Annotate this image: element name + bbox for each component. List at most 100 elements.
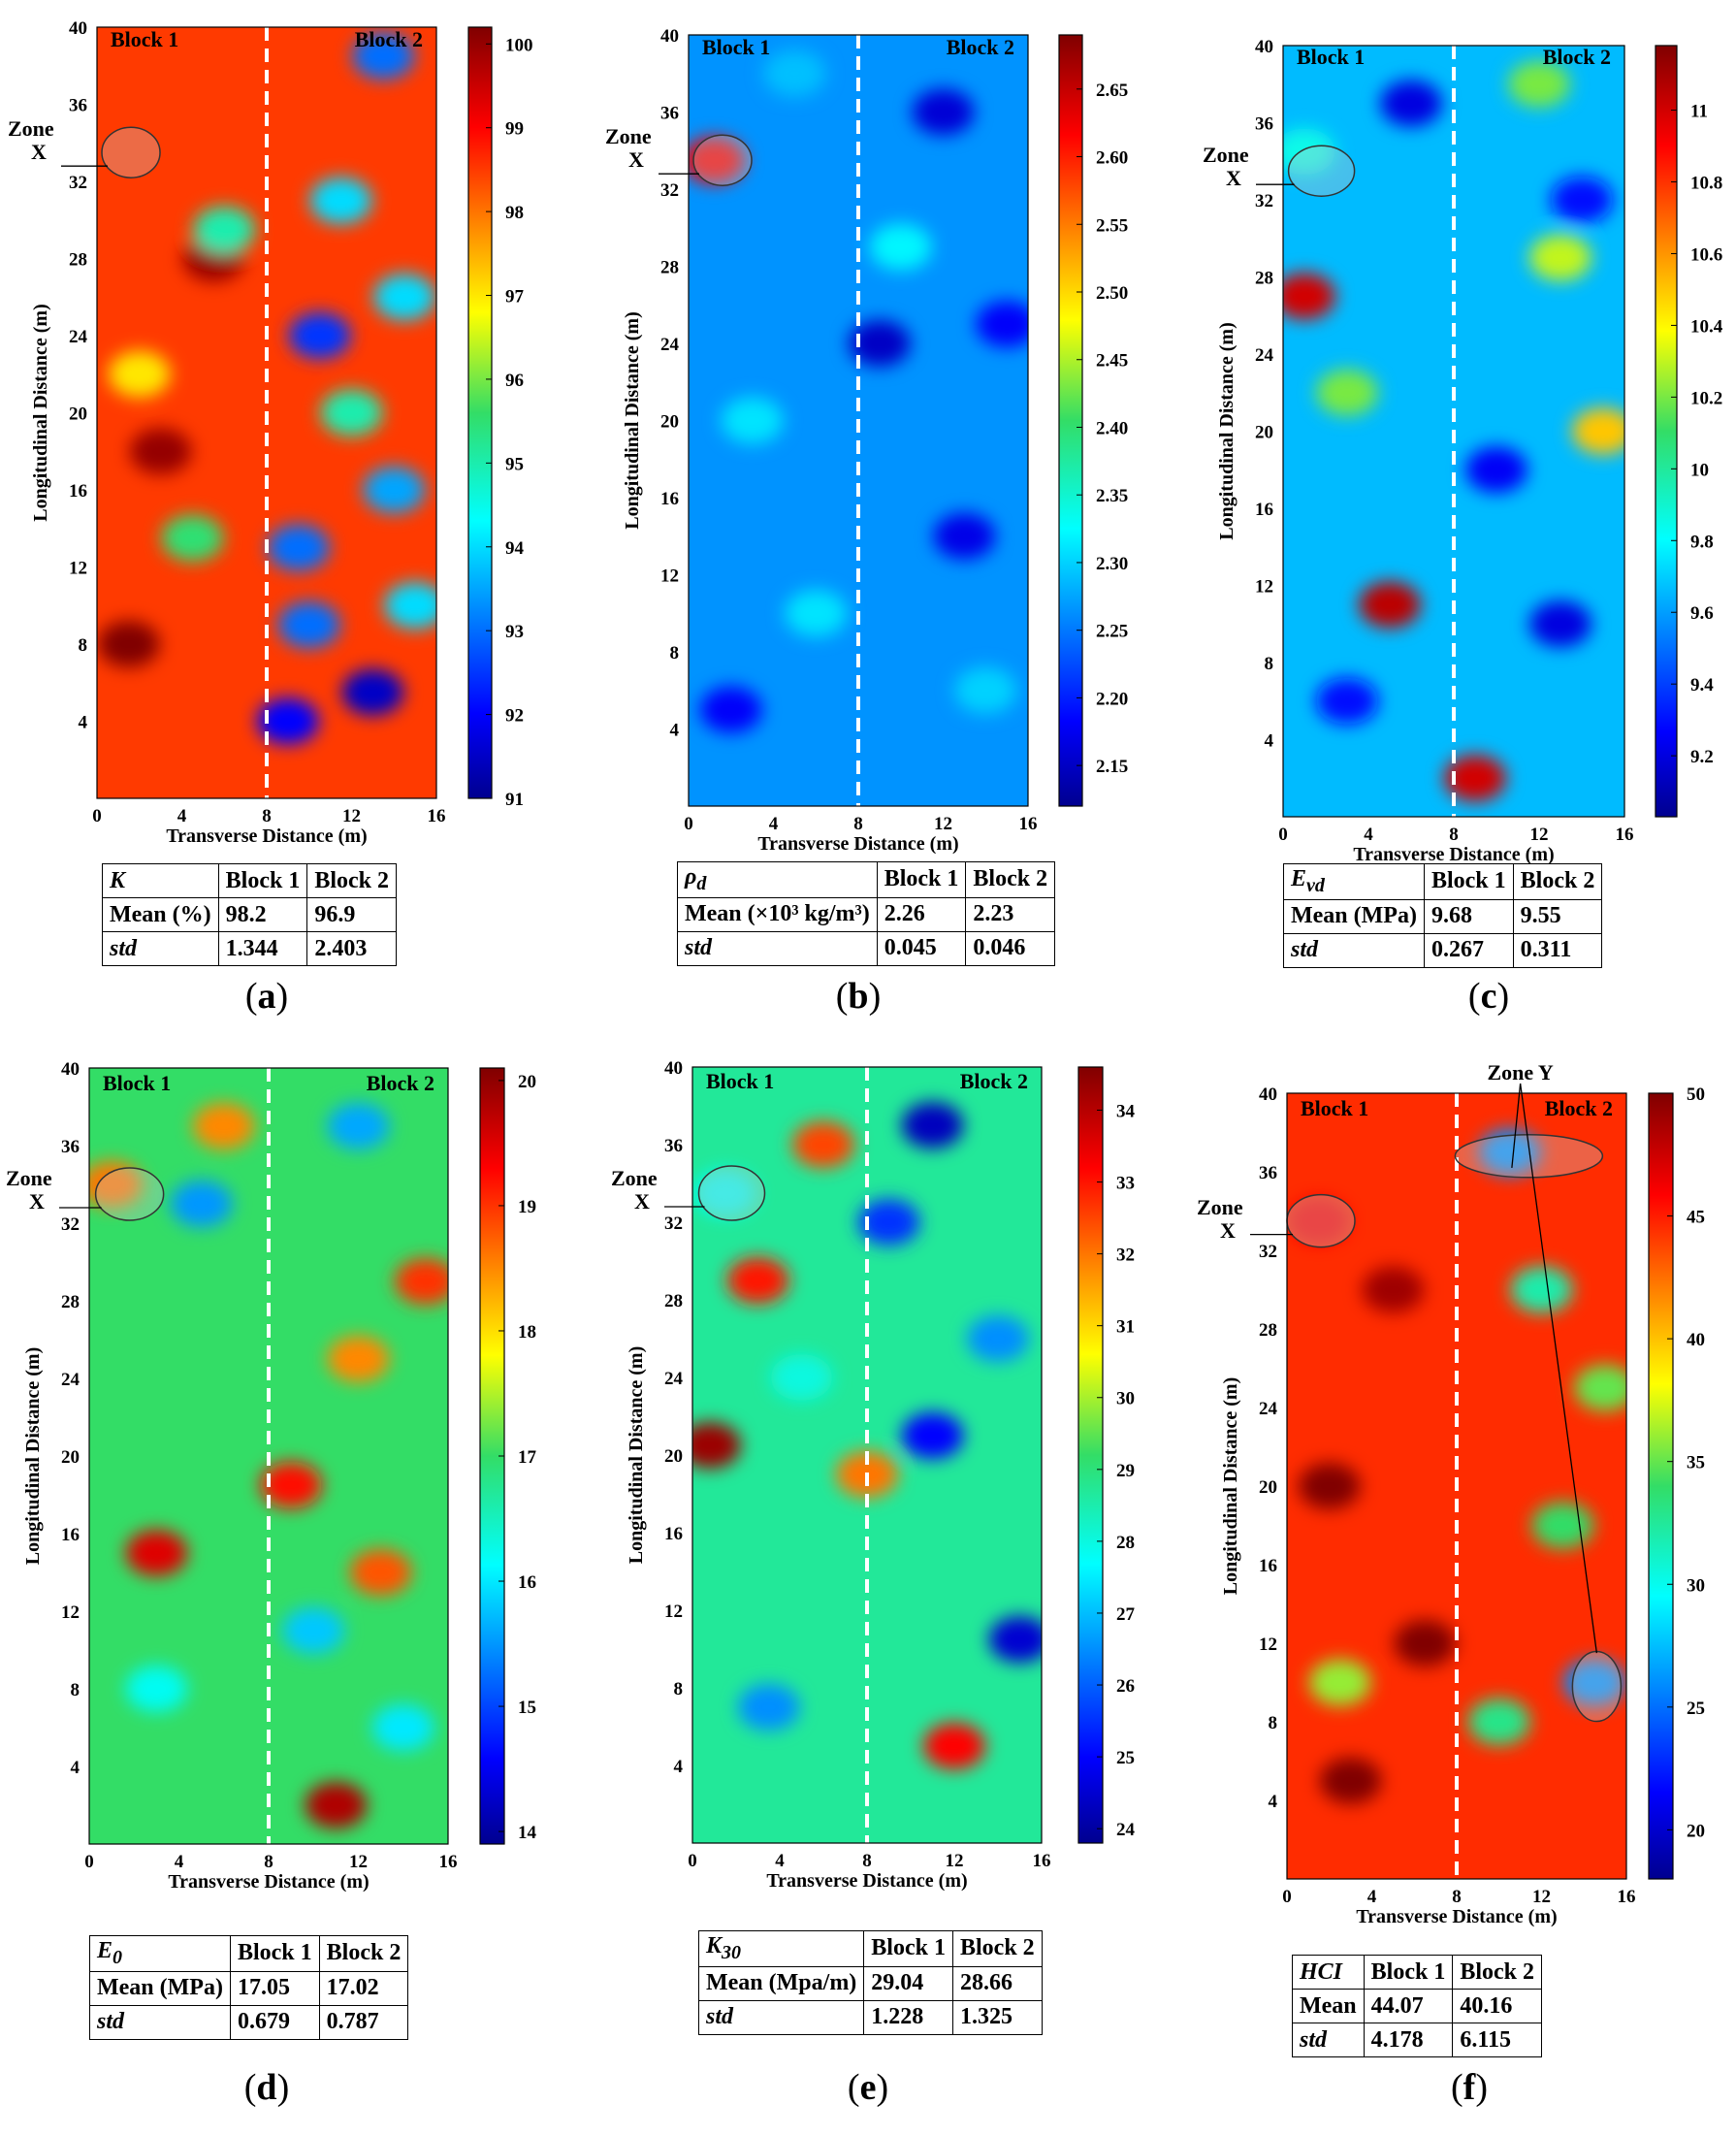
colorbar-tick-label-3: 2.30 bbox=[1096, 554, 1128, 574]
heatmap-blob-10 bbox=[373, 274, 436, 321]
x-tick-label-4: 16 bbox=[1618, 1887, 1636, 1907]
zone-x-letter: X bbox=[1226, 166, 1241, 190]
heatmap-blob-3 bbox=[869, 223, 932, 271]
y-tick-label-7: 32 bbox=[660, 180, 679, 201]
mean-block1: 44.07 bbox=[1363, 1989, 1454, 2023]
heatmap-blobs bbox=[689, 49, 1028, 733]
y-tick-label-6: 28 bbox=[660, 258, 679, 278]
heatmap-blob-12 bbox=[1283, 128, 1335, 176]
heatmap-blob-1 bbox=[1359, 581, 1421, 629]
y-axis-label: Longitudinal Distance (m) bbox=[626, 1346, 647, 1564]
std-block1: 4.178 bbox=[1363, 2023, 1454, 2057]
y-tick-label-5: 24 bbox=[1255, 345, 1274, 366]
colorbar-tick-label-9: 11 bbox=[1690, 102, 1708, 122]
colorbar-tick-label-2: 2.25 bbox=[1096, 622, 1128, 642]
heatmap-blob-14 bbox=[108, 350, 171, 398]
colorbar bbox=[1655, 45, 1678, 818]
plot-frame bbox=[96, 26, 437, 799]
heatmap-blob-0 bbox=[305, 1782, 368, 1829]
heatmap-blob-10 bbox=[763, 49, 826, 97]
panel-label-a: (a) bbox=[244, 976, 289, 1017]
zone-x-marker bbox=[94, 1167, 165, 1221]
std-label: std bbox=[697, 1999, 865, 2035]
zone-x-word: Zone bbox=[8, 116, 54, 141]
block1-label: Block 1 bbox=[103, 1071, 171, 1095]
zone-y-label: Zone Y bbox=[1488, 1060, 1554, 1084]
x-tick-label-2: 8 bbox=[1452, 1887, 1462, 1907]
colorbar-tick-label-3: 35 bbox=[1687, 1453, 1705, 1473]
stats-table-c: Evd Block 1 Block 2 Mean (MPa) 9.68 9.55 std… bbox=[1283, 863, 1603, 968]
y-tick-label-2: 12 bbox=[664, 1602, 683, 1622]
y-tick-label-0: 4 bbox=[674, 1757, 684, 1777]
y-tick-label-4: 20 bbox=[1259, 1477, 1277, 1498]
y-tick-label-3: 16 bbox=[1259, 1556, 1277, 1576]
heatmap-blob-8 bbox=[170, 1181, 233, 1227]
block1-label: Block 1 bbox=[1297, 45, 1365, 69]
stats-param-e: K30 bbox=[697, 1930, 865, 1967]
panel-label-c: (c) bbox=[1467, 976, 1510, 1017]
heatmap-blob-4 bbox=[1316, 369, 1378, 416]
std-block1: 0.045 bbox=[876, 930, 967, 966]
stats-table-a: K Block 1 Block 2 Mean (%) 98.2 96.9 std 1.34… bbox=[102, 863, 398, 966]
heatmap-blob-2 bbox=[726, 1257, 789, 1304]
heatmap-blob-11 bbox=[1574, 1364, 1626, 1411]
colorbar-tick-label-7: 10.6 bbox=[1690, 244, 1722, 265]
colorbar-tick-label-6: 20 bbox=[518, 1072, 536, 1092]
y-tick-label-6: 28 bbox=[664, 1291, 683, 1311]
heatmap-blob-12 bbox=[371, 1704, 434, 1751]
stats-param-f: HCI bbox=[1292, 1955, 1365, 1990]
colorbar-tick-label-1: 25 bbox=[1687, 1699, 1705, 1719]
x-tick-label-2: 8 bbox=[1449, 825, 1459, 845]
zone-x-word: Zone bbox=[1197, 1195, 1243, 1219]
colorbar-tick-label-3: 94 bbox=[505, 538, 525, 559]
panel-b: Block 1 Block 2 Zone X 0 4 8 12 16 Transverse Dis… bbox=[592, 0, 1173, 1038]
stats-param-d: E0 bbox=[89, 1935, 231, 1972]
zone-y-leader bbox=[1519, 1083, 1598, 1654]
heatmap-blob-3 bbox=[256, 697, 319, 745]
y-tick-label-5: 24 bbox=[660, 335, 680, 355]
x-tick-label-3: 12 bbox=[934, 814, 952, 834]
heatmap-blob-1 bbox=[129, 428, 192, 475]
heatmap-blob-7 bbox=[89, 1161, 144, 1208]
y-tick-label-2: 12 bbox=[1259, 1634, 1277, 1655]
col-block2: Block 2 bbox=[951, 1930, 1043, 1967]
panel-f: Block 1 Block 2 Zone X Zone Y 0 4 8 12 16 Transver… bbox=[1183, 1057, 1736, 2136]
col-block2: Block 2 bbox=[965, 861, 1056, 898]
mean-block2: 17.02 bbox=[318, 1970, 409, 2006]
heatmap-blob-6 bbox=[327, 1336, 390, 1382]
heatmap-blob-2 bbox=[1362, 1266, 1425, 1313]
x-tick-label-1: 4 bbox=[1364, 825, 1373, 845]
stats-table-e: K30 Block 1 Block 2 Mean (Mpa/m) 29.04 28.66… bbox=[697, 1930, 1043, 2035]
y-tick-label-8: 36 bbox=[1255, 114, 1273, 135]
colorbar-tick-label-3: 17 bbox=[518, 1447, 537, 1468]
zone-x-letter: X bbox=[1220, 1218, 1236, 1243]
heatmap-blob-4 bbox=[1478, 1128, 1541, 1176]
std-block1: 0.679 bbox=[229, 2004, 320, 2040]
std-label: std bbox=[1283, 932, 1425, 968]
std-block2: 0.046 bbox=[965, 930, 1056, 966]
colorbar-tick-label-2: 30 bbox=[1687, 1575, 1705, 1596]
heatmap-blob-3 bbox=[349, 1549, 412, 1596]
block2-label: Block 2 bbox=[355, 27, 423, 51]
y-tick-label-6: 28 bbox=[1255, 269, 1273, 289]
y-tick-label-7: 32 bbox=[1255, 191, 1273, 211]
block2-label: Block 2 bbox=[960, 1069, 1028, 1093]
std-label: std bbox=[1292, 2023, 1365, 2057]
x-tick-label-2: 8 bbox=[264, 1852, 273, 1872]
heatmap-blob-4 bbox=[394, 1258, 448, 1305]
zone-x-word: Zone bbox=[611, 1166, 658, 1190]
y-tick-label-4: 20 bbox=[660, 412, 679, 433]
x-tick-label-2: 8 bbox=[262, 806, 272, 826]
y-tick-label-5: 24 bbox=[1259, 1399, 1278, 1419]
stats-table-b: ρd Block 1 Block 2 Mean (×10³ kg/m³) 2.26 2.… bbox=[677, 861, 1056, 966]
zone-x-word: Zone bbox=[605, 124, 652, 148]
zone-y-leader-2 bbox=[1511, 1083, 1522, 1169]
heatmap-blob-9 bbox=[976, 301, 1028, 348]
colorbar-tick-label-3: 27 bbox=[1116, 1604, 1136, 1625]
heatmap-blob-4 bbox=[954, 666, 1017, 714]
block1-label: Block 1 bbox=[111, 27, 178, 51]
panel-c: Block 1 Block 2 Zone X 0 4 8 12 16 Transverse Dis… bbox=[1183, 0, 1736, 1038]
